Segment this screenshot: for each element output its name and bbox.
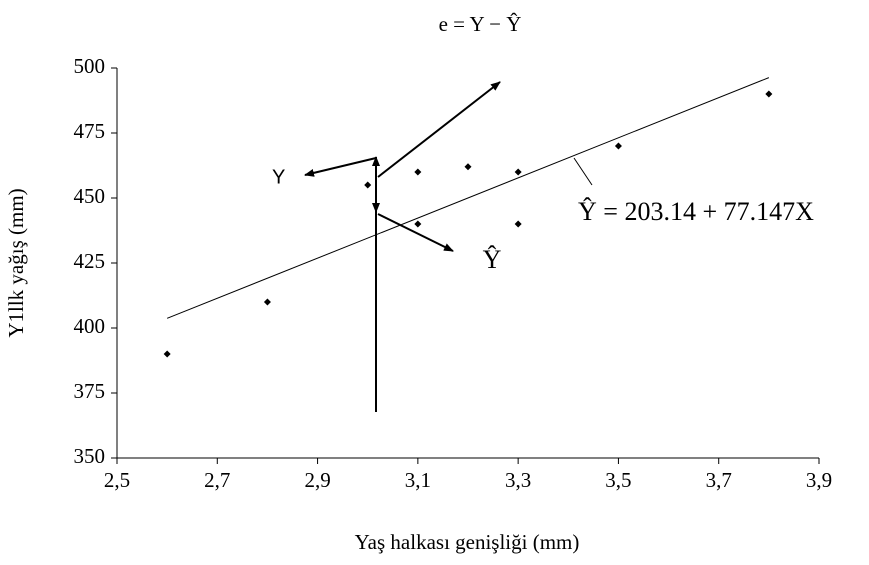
y-tick-label: 450 [74, 184, 106, 208]
data-point [364, 181, 372, 189]
data-point [163, 350, 171, 358]
data-point [414, 220, 422, 228]
x-tick-label: 3,5 [605, 468, 631, 492]
x-tick-label: 3,9 [806, 468, 832, 492]
x-tick-label: 3,1 [405, 468, 431, 492]
x-tick-label: 2,5 [104, 468, 130, 492]
annotation-label: Y [272, 166, 285, 188]
data-point [414, 168, 422, 176]
data-point [765, 90, 773, 98]
data-point [464, 163, 472, 171]
data-point [514, 220, 522, 228]
x-tick-label: 3,7 [706, 468, 732, 492]
x-tick-label: 2,9 [304, 468, 330, 492]
x-tick-label: 2,7 [204, 468, 230, 492]
y-tick-label: 500 [74, 54, 106, 78]
x-axis-title: Yaş halkası genişliği (mm) [355, 530, 580, 554]
y-tick-label: 375 [74, 379, 106, 403]
y-tick-label: 475 [74, 119, 106, 143]
annotation-arrows [304, 81, 593, 412]
x-tick-label: 3,3 [505, 468, 531, 492]
regression-label: Ŷ = 203.14 + 77.147X [578, 197, 814, 226]
data-point [514, 168, 522, 176]
data-point [614, 142, 622, 150]
regression-line [166, 77, 770, 319]
y-tick-label: 400 [74, 314, 106, 338]
chart-title: e = Y − Ŷ [439, 12, 522, 36]
annotation-label: Ŷ [483, 245, 502, 274]
y-axis-title: Y1llk yağış (mm) [4, 188, 28, 337]
data-point [263, 298, 271, 306]
y-tick-label: 350 [74, 444, 106, 468]
y-tick-label: 425 [74, 249, 106, 273]
